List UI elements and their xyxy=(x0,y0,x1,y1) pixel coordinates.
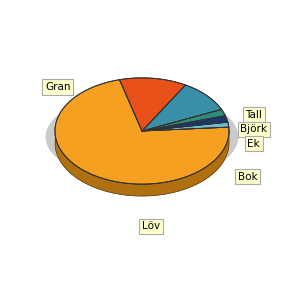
Text: Björk: Björk xyxy=(240,124,267,134)
Text: Tall: Tall xyxy=(245,110,262,120)
Polygon shape xyxy=(55,80,229,184)
Polygon shape xyxy=(120,78,185,131)
Text: Bok: Bok xyxy=(237,172,257,182)
Polygon shape xyxy=(55,131,229,196)
Ellipse shape xyxy=(55,90,229,196)
Polygon shape xyxy=(142,85,222,131)
Text: Ek: Ek xyxy=(247,139,260,149)
Text: Löv: Löv xyxy=(142,221,160,231)
Polygon shape xyxy=(142,109,225,131)
Ellipse shape xyxy=(46,93,238,181)
Text: Gran: Gran xyxy=(45,82,70,92)
Polygon shape xyxy=(142,116,228,131)
Polygon shape xyxy=(142,122,229,131)
